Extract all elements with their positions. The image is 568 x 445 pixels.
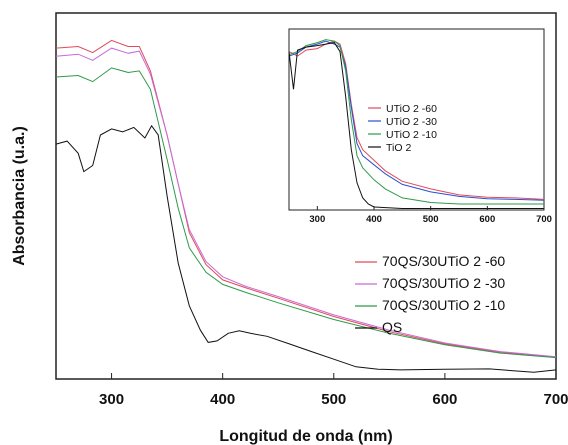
inset-plot-frame [288,28,545,211]
inset-series-line-0 [288,40,545,200]
inset-x-tick-label: 500 [423,214,439,225]
main-x-axis: 300 400 500 600 700 [99,373,568,408]
main-series-line-1 [55,47,557,358]
inset-legend-label-3: TiO 2 [386,142,411,154]
inset-series-line-3 [288,42,544,209]
inset-series-lines [288,39,545,209]
main-legend-label-0: 70QS/30UTiO 2 -60 [382,253,505,269]
inset-x-tick-label: 600 [479,214,495,225]
main-x-tick-label: 400 [210,391,235,408]
inset-x-tick-label: 700 [536,214,552,225]
main-series-line-0 [55,39,557,358]
main-x-tick-label: 500 [321,391,346,408]
inset-legend-label-2: UTiO 2 -10 [386,129,437,141]
inset-series-line-1 [288,40,545,201]
main-legend: 70QS/30UTiO 2 -60 70QS/30UTiO 2 -30 70QS/3… [355,253,505,335]
main-x-tick-label: 600 [432,391,457,408]
inset-x-tick-label: 400 [366,214,382,225]
main-x-tick-label: 300 [99,391,124,408]
inset-series-line-2 [288,39,544,205]
main-series-line-3 [55,124,557,373]
x-axis-title: Longitud de onda (nm) [219,428,392,445]
main-series-lines [55,39,557,373]
main-legend-label-1: 70QS/30UTiO 2 -30 [382,275,505,291]
y-axis-title: Absorbancia (u.a.) [11,126,28,266]
inset-x-axis: 300 400 500 600 700 [309,206,552,225]
main-x-tick-label: 700 [543,391,568,408]
inset-legend-label-1: UTiO 2 -30 [386,116,437,128]
inset-legend-label-0: UTiO 2 -60 [386,103,437,115]
inset-x-tick-label: 300 [309,214,325,225]
main-legend-label-3: QS [382,319,402,335]
main-legend-label-2: 70QS/30UTiO 2 -10 [382,297,505,313]
main-series-line-2 [55,67,557,359]
